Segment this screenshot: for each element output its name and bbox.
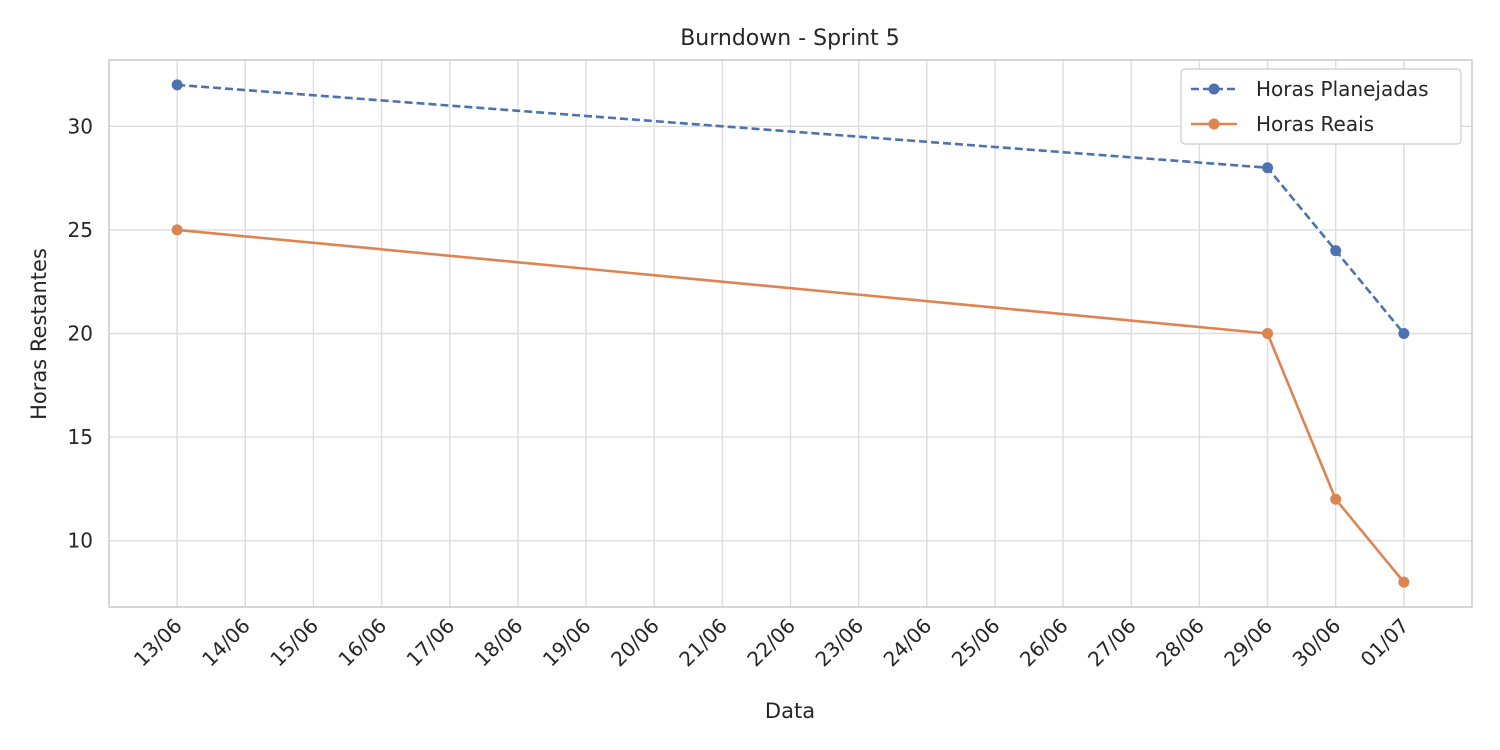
series-line-actual bbox=[177, 228, 1405, 583]
data-point-actual bbox=[1330, 493, 1342, 505]
y-tick-label: 30 bbox=[68, 114, 93, 138]
data-point-actual bbox=[171, 224, 183, 236]
x-axis-label: Data bbox=[765, 699, 815, 723]
series-planned bbox=[171, 79, 1410, 339]
legend: Horas Planejadas Horas Reais bbox=[1180, 68, 1462, 145]
data-point-planned bbox=[171, 79, 183, 91]
data-point-planned bbox=[1330, 245, 1342, 257]
grid bbox=[109, 60, 1472, 607]
data-point-planned bbox=[1398, 328, 1410, 339]
y-tick-label: 10 bbox=[68, 529, 93, 553]
series-line-planned bbox=[177, 83, 1405, 335]
chart-title: Burndown - Sprint 5 bbox=[680, 26, 900, 51]
y-axis-ticks: 10 15 20 25 30 bbox=[68, 114, 93, 552]
data-point-planned bbox=[1262, 162, 1274, 174]
y-tick-label: 15 bbox=[68, 425, 93, 449]
legend-label-actual: Horas Reais bbox=[1256, 112, 1374, 136]
data-point-actual bbox=[1262, 328, 1274, 339]
series bbox=[171, 79, 1410, 588]
legend-label-planned: Horas Planejadas bbox=[1256, 77, 1429, 101]
series-actual bbox=[171, 224, 1410, 588]
data-point-actual bbox=[1398, 576, 1410, 588]
legend-marker-planned bbox=[1208, 83, 1220, 95]
y-tick-label: 25 bbox=[68, 218, 93, 242]
y-tick-label: 20 bbox=[68, 322, 93, 346]
legend-box bbox=[1180, 68, 1462, 145]
y-axis-label: Horas Restantes bbox=[27, 248, 51, 420]
plot-frame bbox=[108, 59, 1473, 608]
legend-marker-actual bbox=[1208, 118, 1220, 130]
